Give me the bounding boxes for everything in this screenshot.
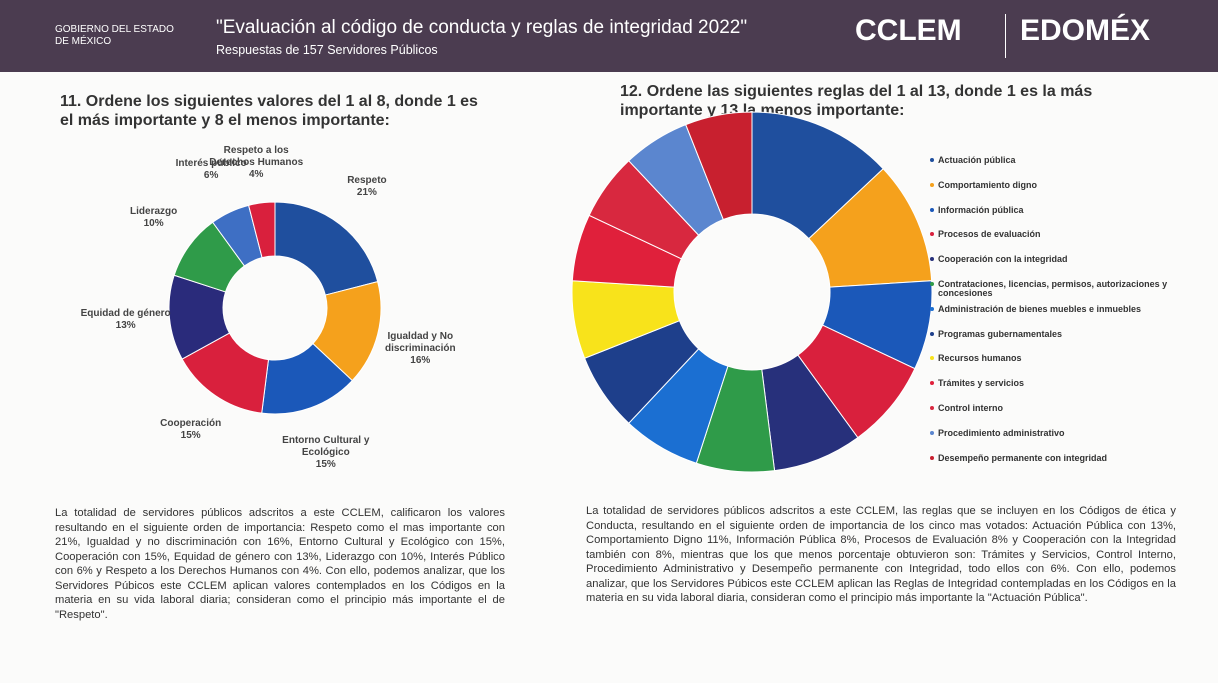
logo-right: EDOMÉX <box>1020 14 1151 47</box>
data-label: Interés público 6% <box>156 158 266 182</box>
legend-label: Recursos humanos <box>938 353 1022 364</box>
legend-swatch <box>930 406 934 410</box>
category-label: Igualdad y No discriminación <box>384 331 456 355</box>
data-label: Respeto 21% <box>312 175 422 199</box>
header-subtitle: Respuestas de 157 Servidores Públicos <box>216 43 438 57</box>
legend-label: Procesos de evaluación <box>938 229 1041 240</box>
category-label: Respeto <box>347 175 387 187</box>
divider <box>1005 14 1006 58</box>
legend-swatch <box>930 381 934 386</box>
value-label: 4% <box>248 169 264 181</box>
donut-slice <box>274 201 379 296</box>
legend-label: Administración de bienes muebles e inmue… <box>938 303 1142 314</box>
data-label: Equidad de género 13% <box>71 308 181 332</box>
legend-swatch <box>930 257 934 262</box>
value-label: 10% <box>143 217 164 229</box>
data-label: Liderazgo 10% <box>99 206 209 230</box>
logo-left: CCLEM <box>855 14 962 47</box>
legend-swatch <box>930 455 934 460</box>
value-label: 6% <box>203 170 219 182</box>
legend-label: Contrataciones, licencias, permisos, aut… <box>938 279 1168 298</box>
category-label: Liderazgo <box>130 205 178 217</box>
category-label: Entorno Cultural y Ecológico <box>282 435 370 459</box>
legend-swatch <box>930 182 934 187</box>
data-label: Cooperación 15% <box>136 418 246 442</box>
paragraph: La totalidad de servidores públicos adsc… <box>586 505 1176 604</box>
legend-swatch <box>930 158 934 162</box>
data-label: Igualdad y No discriminación 16% <box>365 331 475 367</box>
value-label: 13% <box>115 320 136 332</box>
legend-label: Procedimiento administrativo <box>938 427 1065 438</box>
legend-label: Control interno <box>938 403 1003 413</box>
value-label: 16% <box>410 355 431 367</box>
legend-swatch <box>930 306 934 311</box>
legend-label: Desempeño permanente con integridad <box>938 452 1108 463</box>
legend-swatch <box>930 232 934 237</box>
data-label: Respeto a los Derechos Humanos 4% <box>201 145 311 181</box>
category-label: Respeto a los Derechos Humanos <box>209 145 304 169</box>
legend-swatch <box>930 331 934 336</box>
legend-swatch <box>930 430 934 435</box>
legend-label: Trámites y servicios <box>938 378 1025 389</box>
legend-label: Actuación pública <box>938 155 1016 165</box>
chart-title: 12. Ordene las siguientes reglas del 1 a… <box>620 83 1093 119</box>
data-label: Entorno Cultural y Ecológico 15% <box>271 435 381 471</box>
donut-slice <box>248 201 276 259</box>
value-label: 15% <box>315 459 336 471</box>
donut-slice <box>685 111 753 221</box>
header: GOBIERNO DEL ESTADO DE MÉXICO "Evaluació… <box>0 0 1218 72</box>
government: GOBIERNO DEL ESTADO DE MÉXICO <box>55 24 174 47</box>
header-title: "Evaluación al código de conducta y regl… <box>216 17 748 38</box>
paragraph: La totalidad de servidores públicos adsc… <box>55 507 505 621</box>
legend-label: Cooperación con la integridad <box>938 254 1068 265</box>
legend-swatch <box>930 356 934 361</box>
donut-slice <box>751 111 884 240</box>
value-label: 21% <box>356 187 377 199</box>
category-label: Cooperación <box>160 418 222 430</box>
legend-swatch <box>930 207 934 212</box>
legend-label: Comportamiento digno <box>938 179 1037 190</box>
value-label: 15% <box>180 430 201 442</box>
chart-title: 11. Ordene los siguientes valores del 1 … <box>60 93 478 129</box>
legend-swatch <box>930 282 934 286</box>
legend-label: Información pública <box>938 204 1024 215</box>
legend-label: Programas gubernamentales <box>938 328 1063 339</box>
category-label: Equidad de género <box>80 308 171 320</box>
category-label: Interés público <box>175 158 247 170</box>
